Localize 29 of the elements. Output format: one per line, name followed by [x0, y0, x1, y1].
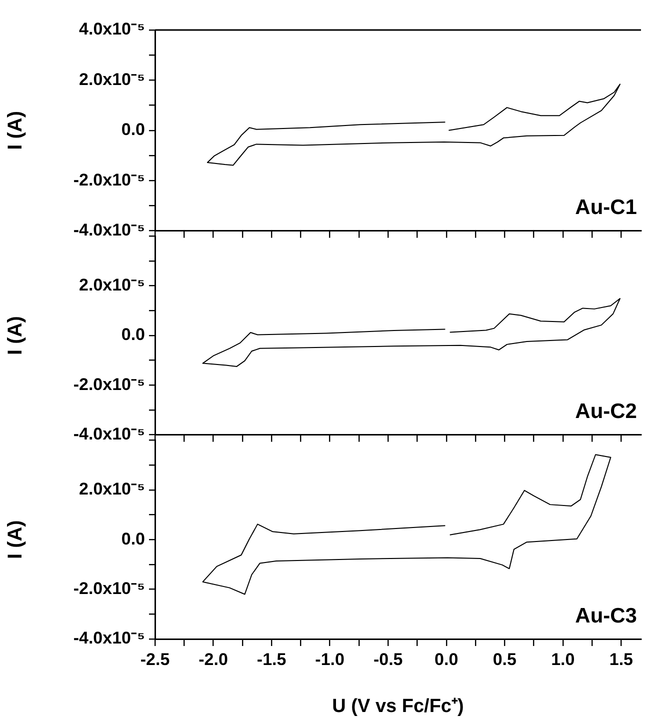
- annotation: Au-C2: [575, 400, 637, 424]
- x-tick-label: -2.5: [140, 650, 170, 669]
- y-tick-label: 2.0x10⁻⁵: [79, 480, 145, 499]
- y-tick-label: 4.0x10⁻⁵: [79, 20, 145, 39]
- y-axis-title: I (A): [4, 520, 27, 560]
- y-tick-label: 2.0x10⁻⁵: [79, 70, 145, 89]
- y-tick-label: -2.0x10⁻⁵: [73, 374, 145, 394]
- x-tick-label: -1.5: [256, 650, 286, 669]
- y-tick-label: 0.0: [121, 325, 145, 344]
- x-axis-title: U (V vs Fc/Fc⁺): [332, 696, 464, 717]
- x-tick-label: -1.0: [315, 650, 344, 669]
- y-tick-label: 2.0x10⁻⁵: [79, 276, 145, 295]
- y-axis-title: I (A): [4, 110, 27, 150]
- x-tick-label: 0.5: [492, 650, 516, 669]
- y-tick-label: -4.0x10⁻⁵: [73, 628, 145, 648]
- y-tick-label: -2.0x10⁻⁵: [73, 170, 145, 190]
- y-axis-title: I (A): [4, 316, 27, 355]
- x-tick-label: 1.5: [609, 650, 634, 669]
- y-tick-label: -4.0x10⁻⁵: [73, 424, 145, 444]
- annotation: Au-C3: [575, 604, 637, 628]
- x-tick-label: -0.5: [373, 650, 403, 669]
- x-tick-label: 1.0: [551, 650, 575, 669]
- y-tick-label: -4.0x10⁻⁵: [73, 220, 145, 240]
- x-tick-label: 0.0: [434, 650, 458, 669]
- y-tick-label: 0.0: [121, 120, 145, 140]
- y-tick-label: -2.0x10⁻⁵: [73, 578, 145, 598]
- y-tick-label: 0.0: [121, 529, 145, 548]
- annotation: Au-C1: [575, 196, 638, 220]
- x-tick-label: -2.0: [198, 650, 228, 669]
